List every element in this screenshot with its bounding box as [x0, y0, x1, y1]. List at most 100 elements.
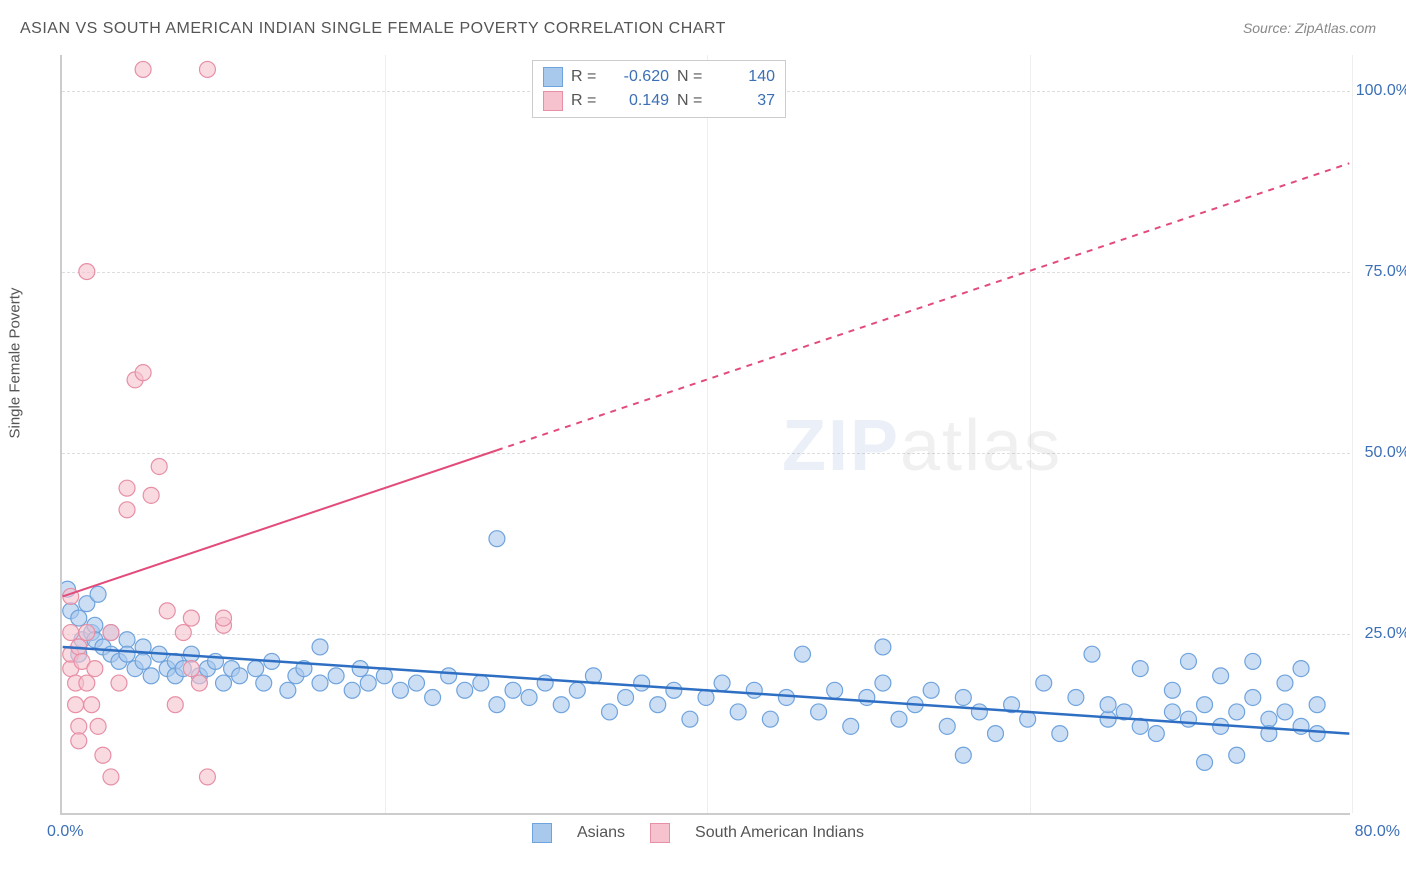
scatter-point	[473, 675, 489, 691]
legend-row: R = -0.620 N = 140	[543, 65, 775, 89]
swatch-icon	[543, 67, 563, 87]
n-label: N =	[677, 68, 712, 86]
scatter-point	[191, 675, 207, 691]
scatter-point	[1068, 690, 1084, 706]
scatter-point	[425, 690, 441, 706]
scatter-point	[1036, 675, 1052, 691]
scatter-point	[360, 675, 376, 691]
x-tick-min: 0.0%	[47, 823, 83, 841]
scatter-point	[827, 682, 843, 698]
scatter-point	[1245, 653, 1261, 669]
chart-title: ASIAN VS SOUTH AMERICAN INDIAN SINGLE FE…	[20, 20, 726, 38]
scatter-point	[175, 625, 191, 641]
scatter-point	[955, 690, 971, 706]
n-label: N =	[677, 92, 712, 110]
y-tick-label: 75.0%	[1365, 263, 1406, 281]
scatter-point	[90, 586, 106, 602]
scatter-point	[1100, 697, 1116, 713]
scatter-point	[1293, 661, 1309, 677]
scatter-point	[971, 704, 987, 720]
scatter-point	[650, 697, 666, 713]
scatter-point	[1164, 704, 1180, 720]
scatter-point	[1229, 747, 1245, 763]
n-value: 140	[720, 68, 775, 86]
scatter-point	[143, 668, 159, 684]
scatter-point	[859, 690, 875, 706]
scatter-point	[730, 704, 746, 720]
scatter-point	[159, 603, 175, 619]
scatter-point	[553, 697, 569, 713]
scatter-point	[569, 682, 585, 698]
scatter-point	[167, 697, 183, 713]
scatter-point	[1164, 682, 1180, 698]
scatter-point	[1052, 726, 1068, 742]
scatter-point	[923, 682, 939, 698]
scatter-point	[1180, 653, 1196, 669]
scatter-point	[1132, 661, 1148, 677]
scatter-point	[1229, 704, 1245, 720]
scatter-point	[875, 639, 891, 655]
scatter-point	[119, 632, 135, 648]
scatter-point	[84, 697, 100, 713]
scatter-point	[143, 487, 159, 503]
legend-label: Asians	[577, 824, 625, 842]
scatter-point	[216, 610, 232, 626]
scatter-point	[843, 718, 859, 734]
legend-label: South American Indians	[695, 824, 864, 842]
scatter-point	[634, 675, 650, 691]
scatter-point	[1197, 754, 1213, 770]
scatter-point	[135, 365, 151, 381]
scatter-point	[1309, 697, 1325, 713]
scatter-point	[79, 625, 95, 641]
scatter-point	[119, 480, 135, 496]
scatter-point	[1180, 711, 1196, 727]
scatter-point	[762, 711, 778, 727]
scatter-point	[441, 668, 457, 684]
scatter-point	[1020, 711, 1036, 727]
y-tick-label: 100.0%	[1356, 82, 1406, 100]
scatter-point	[135, 653, 151, 669]
scatter-point	[602, 704, 618, 720]
scatter-point	[87, 661, 103, 677]
scatter-point	[1197, 697, 1213, 713]
scatter-point	[63, 625, 79, 641]
y-tick-label: 25.0%	[1365, 625, 1406, 643]
scatter-point	[778, 690, 794, 706]
source-attribution: Source: ZipAtlas.com	[1243, 20, 1376, 36]
scatter-point	[392, 682, 408, 698]
scatter-point	[199, 61, 215, 77]
scatter-point	[95, 747, 111, 763]
chart-plot-area: ZIPatlas R = -0.620 N = 140 R = 0.149 N …	[60, 55, 1350, 815]
scatter-point	[312, 675, 328, 691]
scatter-point	[988, 726, 1004, 742]
scatter-point	[151, 459, 167, 475]
scatter-point	[939, 718, 955, 734]
gridline-v	[1352, 55, 1353, 813]
swatch-icon	[532, 823, 552, 843]
scatter-point	[232, 668, 248, 684]
r-value: -0.620	[614, 68, 669, 86]
scatter-point	[955, 747, 971, 763]
scatter-point	[1277, 675, 1293, 691]
n-value: 37	[720, 92, 775, 110]
scatter-point	[1100, 711, 1116, 727]
r-label: R =	[571, 92, 606, 110]
scatter-point	[1084, 646, 1100, 662]
scatter-point	[795, 646, 811, 662]
y-tick-label: 50.0%	[1365, 444, 1406, 462]
trend-line	[497, 163, 1349, 450]
scatter-point	[79, 675, 95, 691]
scatter-point	[376, 668, 392, 684]
r-label: R =	[571, 68, 606, 86]
legend-row: R = 0.149 N = 37	[543, 89, 775, 113]
scatter-point	[344, 682, 360, 698]
scatter-point	[312, 639, 328, 655]
scatter-point	[103, 769, 119, 785]
scatter-point	[135, 61, 151, 77]
swatch-icon	[650, 823, 670, 843]
scatter-point	[71, 733, 87, 749]
scatter-point	[256, 675, 272, 691]
scatter-point	[103, 625, 119, 641]
scatter-point	[489, 697, 505, 713]
y-axis-label: Single Female Poverty	[7, 288, 24, 439]
